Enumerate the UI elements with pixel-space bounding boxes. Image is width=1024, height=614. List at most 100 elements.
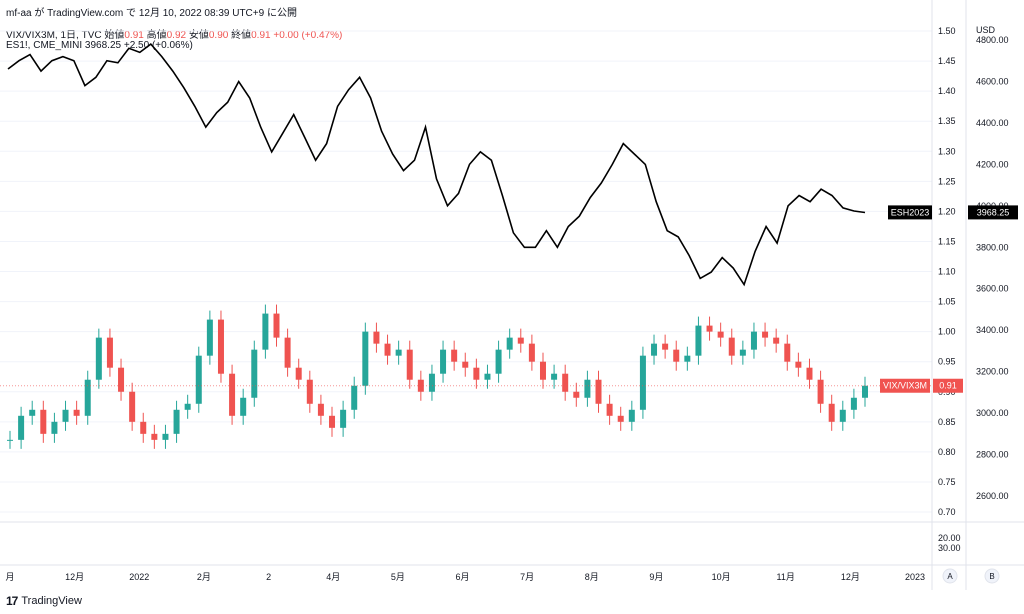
publish-attribution: mf-aa が TradingView.com で 12月 10, 2022 0… xyxy=(6,8,297,19)
candle xyxy=(495,349,502,374)
left-axis-tick: 1.05 xyxy=(938,297,956,307)
candle xyxy=(217,319,224,374)
x-axis-tick: 2 xyxy=(266,572,271,582)
candle xyxy=(506,337,513,350)
candle xyxy=(517,337,524,344)
tradingview-footer: 17 TradingView xyxy=(6,594,82,608)
candle xyxy=(351,385,358,410)
left-axis-tick: 0.75 xyxy=(938,477,956,487)
candle xyxy=(329,415,336,428)
candle xyxy=(317,403,324,416)
candle xyxy=(573,391,580,398)
x-axis-tick: 12月 xyxy=(841,572,860,582)
candle xyxy=(162,433,169,440)
right-axis-tick: 3000.00 xyxy=(976,408,1009,418)
candle xyxy=(828,403,835,422)
legend-close: 0.91 xyxy=(251,30,271,41)
candle xyxy=(684,355,691,362)
candle xyxy=(229,373,236,416)
legend-high-label: 高値 xyxy=(146,30,167,41)
candle xyxy=(617,415,624,422)
right-axis-unit: USD xyxy=(976,25,996,35)
candle xyxy=(373,331,380,344)
candle xyxy=(862,385,868,398)
legend-es-change: +2.50 (+0.06%) xyxy=(123,40,193,51)
candle xyxy=(795,361,802,368)
left-axis-tick: 1.15 xyxy=(938,236,956,246)
candle xyxy=(284,337,291,368)
candle xyxy=(151,433,158,440)
legend-low: 0.90 xyxy=(208,30,229,41)
candle xyxy=(562,373,569,392)
left-axis-tick: 0.95 xyxy=(938,357,956,367)
legend-low-label: 安値 xyxy=(188,30,209,41)
right-axis-tick: 4600.00 xyxy=(976,76,1009,86)
vix-name-tag xyxy=(880,378,930,393)
candle xyxy=(839,409,846,422)
tradingview-logo-icon: 17 xyxy=(6,594,18,608)
candle xyxy=(262,313,269,350)
candle xyxy=(184,403,191,410)
right-axis-tick: 3400.00 xyxy=(976,325,1009,335)
candle xyxy=(606,403,613,416)
candle xyxy=(750,331,757,350)
candle xyxy=(106,337,113,368)
candle xyxy=(306,379,313,404)
x-axis-tick: 6月 xyxy=(455,572,469,582)
candle xyxy=(639,355,646,410)
left-axis-tick: 1.00 xyxy=(938,327,956,337)
x-axis-tick: 11月 xyxy=(777,572,795,582)
legend-open-label: 始値 xyxy=(104,30,125,41)
left-axis-tick: 1.25 xyxy=(938,176,956,186)
left-axis-tick: 0.80 xyxy=(938,447,956,457)
x-axis-tick: 2022 xyxy=(129,572,149,582)
candle xyxy=(62,409,69,422)
lower-pane-tick: 30.00 xyxy=(938,543,961,553)
legend-close-label: 終値 xyxy=(231,30,252,41)
vix-price-tag xyxy=(933,378,963,393)
candle xyxy=(140,421,147,434)
candle xyxy=(584,379,591,398)
candle xyxy=(195,355,202,404)
left-axis-tick: 1.30 xyxy=(938,146,956,156)
legend-es: ES1!, CME_MINI 3968.25 +2.50 (+0.06%) xyxy=(6,40,193,51)
x-axis-tick: 10月 xyxy=(712,572,731,582)
candle xyxy=(295,367,302,380)
candle xyxy=(251,349,258,398)
vix-name-tag-label: VIX/VIX3M xyxy=(883,381,927,391)
candle xyxy=(806,367,813,380)
log-scale-button[interactable] xyxy=(984,568,1000,584)
es-price-line xyxy=(7,43,866,287)
x-axis-tick: 9月 xyxy=(649,572,663,582)
candle xyxy=(595,379,602,404)
candle xyxy=(728,337,735,356)
candle xyxy=(273,313,280,338)
x-axis-tick: 12月 xyxy=(65,572,84,582)
legend-vix-symbol: VIX/VIX3M, 1日, TVC xyxy=(6,30,102,41)
candle xyxy=(451,349,458,362)
candle xyxy=(129,391,136,422)
candle xyxy=(173,409,180,434)
candle xyxy=(95,337,102,380)
right-axis-tick: 4400.00 xyxy=(976,118,1009,128)
x-axis-tick: 5月 xyxy=(391,572,405,582)
left-axis-tick: 0.85 xyxy=(938,417,956,427)
legend-high: 0.92 xyxy=(166,30,187,41)
candle xyxy=(206,319,213,356)
candle xyxy=(673,349,680,362)
right-axis-tick: 4200.00 xyxy=(976,159,1009,169)
candle xyxy=(628,409,635,422)
right-axis-tick: 2800.00 xyxy=(976,450,1009,460)
right-axis-tick: 3200.00 xyxy=(976,367,1009,377)
auto-scale-button[interactable] xyxy=(942,568,958,584)
es-name-tag-label: ESH2023 xyxy=(891,207,930,217)
candle xyxy=(73,409,80,416)
right-axis-tick: 4800.00 xyxy=(976,35,1009,45)
candle xyxy=(651,343,658,356)
candle xyxy=(440,349,447,374)
candle xyxy=(539,361,546,380)
candle xyxy=(118,367,125,392)
candle xyxy=(29,409,36,416)
legend-change: +0.00 (+0.47%) xyxy=(273,30,343,41)
